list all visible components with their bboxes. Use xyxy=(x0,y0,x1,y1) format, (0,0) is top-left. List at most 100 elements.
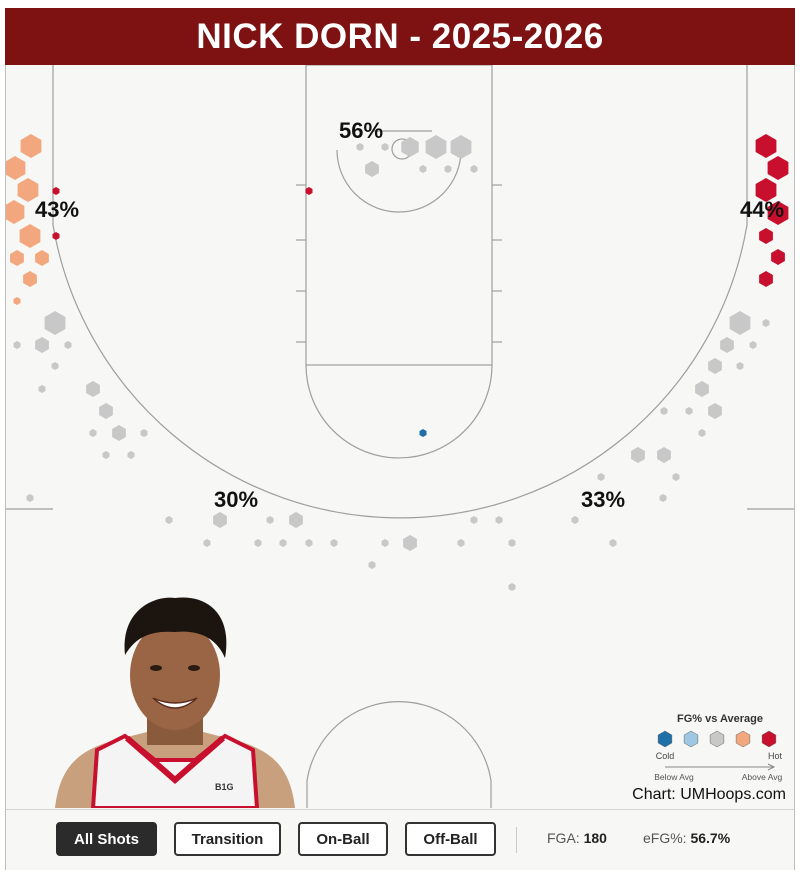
player-eye-right xyxy=(188,665,200,671)
shot-hex-hot xyxy=(759,271,773,287)
legend-swatch-cold xyxy=(657,730,673,748)
shot-hex-avg xyxy=(356,143,364,151)
fga-label: FGA: xyxy=(547,830,580,846)
shot-hex-avg xyxy=(38,385,46,393)
shot-hex-avg xyxy=(419,165,427,173)
filter-all-shots-button[interactable]: All Shots xyxy=(56,822,157,856)
zone-label-right-corner: 44% xyxy=(740,197,784,222)
shot-hex-cold xyxy=(419,429,427,437)
shot-hex-avg xyxy=(470,165,478,173)
shot-hex-avg xyxy=(26,494,34,502)
shot-hex-avg xyxy=(597,473,605,481)
shot-hex-avg xyxy=(698,429,706,437)
restricted-area-arc xyxy=(336,149,462,213)
shot-hex-avg xyxy=(140,429,148,437)
shot-hex-hot xyxy=(759,228,773,244)
fga-value: 180 xyxy=(583,830,607,846)
center-circle xyxy=(306,701,492,808)
shot-hex-avg xyxy=(762,319,770,327)
shot-hex-avg xyxy=(381,143,389,151)
fga-stat: FGA: 180 xyxy=(547,830,607,846)
shot-hex-avg xyxy=(213,512,227,528)
zone-label-right-wing-three: 33% xyxy=(581,487,625,512)
legend-title: FG% vs Average xyxy=(677,713,763,725)
filter-transition-button[interactable]: Transition xyxy=(174,822,281,856)
efg-stat: eFG%: 56.7% xyxy=(643,830,730,846)
zone-label-left-corner: 43% xyxy=(35,197,79,222)
player-eye-left xyxy=(150,665,162,671)
shot-hex-avg xyxy=(695,381,709,397)
shot-hex-avg xyxy=(89,429,97,437)
player-photo: B1G xyxy=(55,597,295,808)
shot-hex-hot xyxy=(767,201,789,225)
shot-hex-avg xyxy=(444,165,452,173)
shot-hex-avg xyxy=(102,451,110,459)
legend-hot-label: Hot xyxy=(768,751,783,761)
shot-hex-warm xyxy=(19,224,41,248)
player-hair xyxy=(124,597,227,658)
shot-hex-avg xyxy=(64,341,72,349)
shot-hex-avg xyxy=(279,539,287,547)
legend-swatch-hot xyxy=(761,730,777,748)
shot-hex-warm xyxy=(13,297,21,305)
filter-off-ball-button[interactable]: Off-Ball xyxy=(405,822,496,856)
shot-hex-hot xyxy=(305,187,313,195)
chart-credit: Chart: UMHoops.com xyxy=(632,786,786,803)
shot-hex-avg xyxy=(508,539,516,547)
shot-hex-warm xyxy=(10,250,24,266)
shot-hex-avg xyxy=(381,539,389,547)
zone-labels: 56% 43% 44% 30% 33% xyxy=(35,118,784,512)
shot-hex-avg xyxy=(203,539,211,547)
shot-hex-avg xyxy=(659,494,667,502)
filter-on-ball-button[interactable]: On-Ball xyxy=(298,822,388,856)
shot-hex-warm xyxy=(17,178,39,202)
shot-hex-avg xyxy=(112,425,126,441)
shot-hex-avg xyxy=(508,583,516,591)
legend-swatch-warm xyxy=(735,730,751,748)
shot-hex-avg xyxy=(266,516,274,524)
jersey-neck-trim xyxy=(125,735,225,784)
court-lines xyxy=(6,65,794,808)
shot-hex-warm xyxy=(20,134,42,158)
shot-hex-hot xyxy=(52,187,60,195)
legend-swatches xyxy=(657,730,777,748)
shot-hex-warm xyxy=(35,250,49,266)
shot-hex-avg xyxy=(127,451,135,459)
shot-hex-avg xyxy=(749,341,757,349)
shot-hex-warm xyxy=(6,200,25,224)
shot-hex-avg xyxy=(13,341,21,349)
shot-hex-avg xyxy=(99,403,113,419)
shot-hexes xyxy=(6,134,789,591)
efg-label: eFG%: xyxy=(643,830,687,846)
shot-hex-warm xyxy=(6,156,26,180)
free-throw-circle xyxy=(305,364,493,459)
shot-hex-avg xyxy=(470,516,478,524)
shot-hex-avg xyxy=(495,516,503,524)
shot-hex-warm xyxy=(23,271,37,287)
shot-hex-avg xyxy=(720,337,734,353)
shot-hex-avg xyxy=(736,362,744,370)
shot-hex-avg xyxy=(44,311,66,335)
shot-hex-avg xyxy=(457,539,465,547)
shot-hex-avg xyxy=(657,447,671,463)
player-smile xyxy=(152,697,198,709)
shot-hex-avg xyxy=(609,539,617,547)
player-face xyxy=(130,620,220,730)
controls-divider xyxy=(516,827,517,853)
legend: FG% vs Average Cold Hot Below Avg Above … xyxy=(654,713,783,782)
shot-hex-hot xyxy=(755,134,777,158)
three-point-arc xyxy=(52,224,748,519)
shot-hex-hot xyxy=(755,178,777,202)
shot-hex-avg xyxy=(660,407,668,415)
shot-hex-avg xyxy=(365,161,379,177)
shot-hex-avg xyxy=(631,447,645,463)
shot-hex-avg xyxy=(401,137,419,157)
shot-hex-avg xyxy=(305,539,313,547)
shot-hex-hot xyxy=(52,232,60,240)
shot-hex-avg xyxy=(254,539,262,547)
legend-cold-label: Cold xyxy=(656,751,675,761)
shot-hex-avg xyxy=(425,135,447,159)
filter-controls: All Shots Transition On-Ball Off-Ball FG… xyxy=(6,809,794,870)
jersey-logo: B1G xyxy=(215,782,234,792)
shot-chart-court: 56% 43% 44% 30% 33% xyxy=(6,65,794,808)
